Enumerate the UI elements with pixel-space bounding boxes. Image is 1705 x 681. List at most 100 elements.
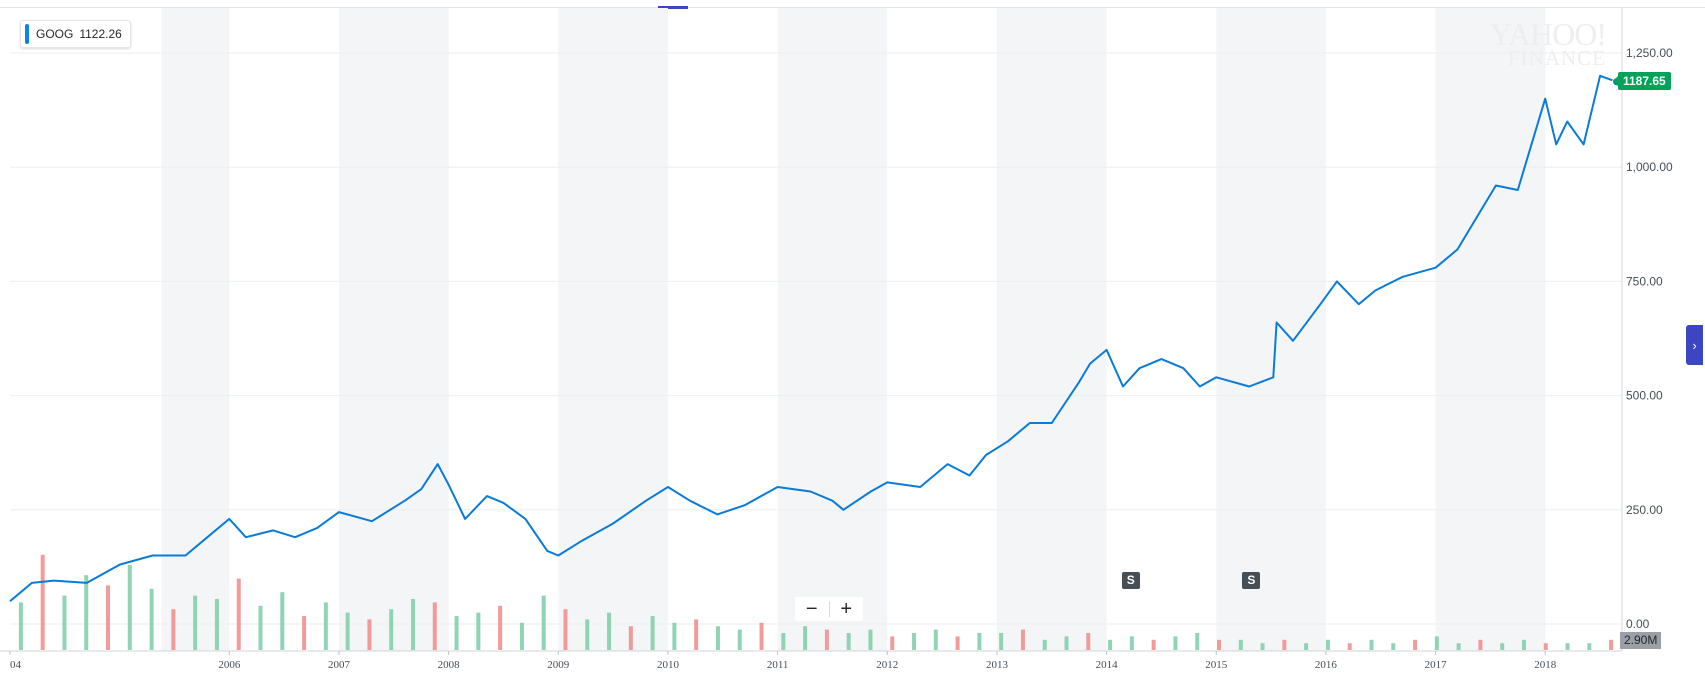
volume-bar bbox=[1565, 643, 1570, 650]
x-tick-label: 2008 bbox=[438, 659, 461, 671]
zoom-divider bbox=[828, 601, 830, 617]
y-tick-label: 1,000.00 bbox=[1626, 160, 1673, 174]
legend-swatch bbox=[25, 24, 29, 44]
volume-bar bbox=[1195, 633, 1200, 650]
volume-bar bbox=[476, 612, 481, 650]
volume-bar bbox=[302, 616, 307, 650]
chevron-right-icon: › bbox=[1692, 337, 1697, 353]
x-axis-ticks: 04 2006 2007 2008 2009 2010 2011 2012 2013 2014 20… bbox=[9, 651, 1557, 671]
volume-bar bbox=[1151, 639, 1156, 650]
year-band bbox=[558, 8, 668, 651]
volume-bar bbox=[258, 605, 263, 650]
year-band bbox=[777, 8, 888, 651]
volume-bar bbox=[824, 629, 829, 650]
volume-bar bbox=[803, 626, 808, 650]
year-band bbox=[338, 8, 449, 651]
volume-bar bbox=[1129, 636, 1134, 650]
volume-bar bbox=[650, 616, 655, 650]
volume-bar bbox=[367, 619, 372, 650]
grid-lines bbox=[0, 8, 1623, 652]
volume-bar bbox=[999, 633, 1004, 650]
top-tab-indicator[interactable] bbox=[658, 6, 688, 9]
volume-bar bbox=[781, 633, 786, 650]
x-tick-label: 2016 bbox=[1315, 659, 1338, 671]
volume-bar bbox=[18, 602, 23, 650]
x-tick-label: 2013 bbox=[986, 659, 1009, 671]
volume-bar bbox=[628, 626, 633, 650]
year-band bbox=[161, 8, 230, 651]
split-marker[interactable]: S bbox=[1121, 572, 1140, 589]
y-tick-label: 250.00 bbox=[1626, 503, 1663, 517]
volume-bar bbox=[694, 619, 699, 650]
y-tick-label: 500.00 bbox=[1626, 389, 1663, 403]
volume-bar bbox=[1042, 639, 1047, 650]
volume-bar bbox=[1086, 633, 1091, 650]
volume-bar bbox=[585, 619, 590, 650]
volume-bar bbox=[1434, 636, 1439, 650]
volume-bar bbox=[563, 609, 568, 650]
volume-bar bbox=[1456, 643, 1461, 650]
zoom-out-button[interactable]: − bbox=[805, 598, 818, 620]
volume-bar bbox=[1391, 643, 1396, 650]
legend[interactable]: GOOG 1122.26 bbox=[20, 20, 131, 48]
zoom-in-button[interactable]: + bbox=[840, 598, 853, 620]
last-price-tag: 1187.65 bbox=[1613, 72, 1671, 90]
volume-bars bbox=[18, 554, 1614, 650]
volume-bar bbox=[890, 636, 895, 650]
volume-bar bbox=[498, 605, 503, 650]
volume-bar bbox=[389, 609, 394, 650]
volume-bar bbox=[1282, 639, 1287, 650]
y-tick-label: 1,250.00 bbox=[1626, 46, 1673, 60]
volume-bar bbox=[149, 588, 154, 650]
year-band bbox=[996, 8, 1107, 651]
volume-bar bbox=[1347, 643, 1352, 650]
price-line bbox=[9, 74, 1617, 602]
volume-bar bbox=[1543, 643, 1548, 650]
x-tick-label: 2011 bbox=[767, 659, 789, 671]
volume-bar bbox=[1609, 639, 1614, 650]
split-marker[interactable]: S bbox=[1242, 572, 1261, 589]
volume-bar bbox=[1173, 636, 1178, 650]
volume-bar bbox=[1260, 643, 1265, 650]
volume-bar bbox=[193, 595, 198, 650]
volume-bar bbox=[519, 622, 524, 650]
volume-bar bbox=[432, 602, 437, 650]
volume-bar bbox=[454, 616, 459, 650]
zoom-controls: − + bbox=[795, 597, 863, 621]
volume-bar bbox=[323, 602, 328, 650]
y-tick-label: 0.00 bbox=[1626, 617, 1650, 631]
volume-tag: 2.90M bbox=[1620, 632, 1662, 649]
x-tick-label: 2018 bbox=[1534, 659, 1557, 671]
volume-bar bbox=[912, 633, 917, 650]
volume-bar bbox=[715, 626, 720, 650]
volume-bar bbox=[1413, 639, 1418, 650]
volume-bar bbox=[607, 612, 612, 650]
volume-bar bbox=[977, 633, 982, 650]
volume-bar bbox=[1217, 639, 1221, 650]
volume-bar bbox=[171, 609, 176, 650]
volume-bar bbox=[1325, 639, 1330, 650]
volume-bar bbox=[1369, 639, 1374, 650]
x-tick-label: 2012 bbox=[876, 659, 898, 671]
volume-bar bbox=[1020, 629, 1025, 650]
year-band bbox=[1216, 8, 1326, 651]
volume-bar bbox=[737, 629, 742, 650]
y-axis-ticks: 1,250.00 1,000.00 750.00 500.00 250.00 0.00 bbox=[1626, 46, 1673, 631]
volume-bar bbox=[933, 629, 938, 650]
volume-bar bbox=[62, 595, 67, 650]
year-band bbox=[1435, 8, 1546, 651]
volume-bar bbox=[955, 636, 960, 650]
volume-bar bbox=[84, 575, 89, 650]
brand-line2: FINANCE bbox=[1507, 46, 1606, 70]
volume-bar bbox=[1108, 639, 1113, 650]
volume-bar bbox=[280, 592, 285, 650]
volume-bar bbox=[1304, 643, 1309, 650]
expand-panel-button[interactable]: › bbox=[1686, 325, 1703, 365]
x-tick-label: 2015 bbox=[1205, 659, 1228, 671]
volume-bar bbox=[1500, 643, 1505, 650]
volume-bar bbox=[1478, 639, 1483, 650]
y-tick-label: 750.00 bbox=[1626, 274, 1663, 288]
year-bands bbox=[161, 8, 1546, 651]
volume-bar bbox=[672, 622, 677, 650]
